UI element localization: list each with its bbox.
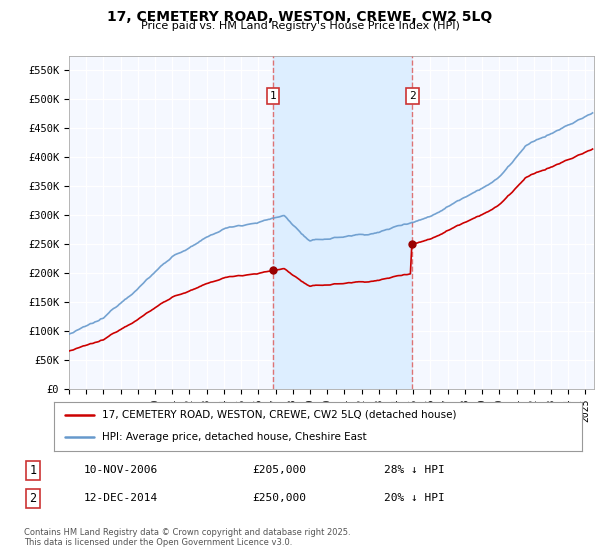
Bar — [273, 56, 412, 389]
Text: 17, CEMETERY ROAD, WESTON, CREWE, CW2 5LQ: 17, CEMETERY ROAD, WESTON, CREWE, CW2 5L… — [107, 10, 493, 24]
Text: 12-DEC-2014: 12-DEC-2014 — [84, 493, 158, 503]
Text: 28% ↓ HPI: 28% ↓ HPI — [384, 465, 445, 475]
Text: 1: 1 — [29, 464, 37, 477]
Text: 20% ↓ HPI: 20% ↓ HPI — [384, 493, 445, 503]
Text: 2: 2 — [29, 492, 37, 505]
Text: £205,000: £205,000 — [252, 465, 306, 475]
Text: 2: 2 — [409, 91, 416, 101]
Text: Contains HM Land Registry data © Crown copyright and database right 2025.
This d: Contains HM Land Registry data © Crown c… — [24, 528, 350, 547]
Text: 17, CEMETERY ROAD, WESTON, CREWE, CW2 5LQ (detached house): 17, CEMETERY ROAD, WESTON, CREWE, CW2 5L… — [101, 410, 456, 420]
Text: 1: 1 — [270, 91, 277, 101]
Text: HPI: Average price, detached house, Cheshire East: HPI: Average price, detached house, Ches… — [101, 432, 366, 442]
Text: £250,000: £250,000 — [252, 493, 306, 503]
Text: 10-NOV-2006: 10-NOV-2006 — [84, 465, 158, 475]
Text: Price paid vs. HM Land Registry's House Price Index (HPI): Price paid vs. HM Land Registry's House … — [140, 21, 460, 31]
